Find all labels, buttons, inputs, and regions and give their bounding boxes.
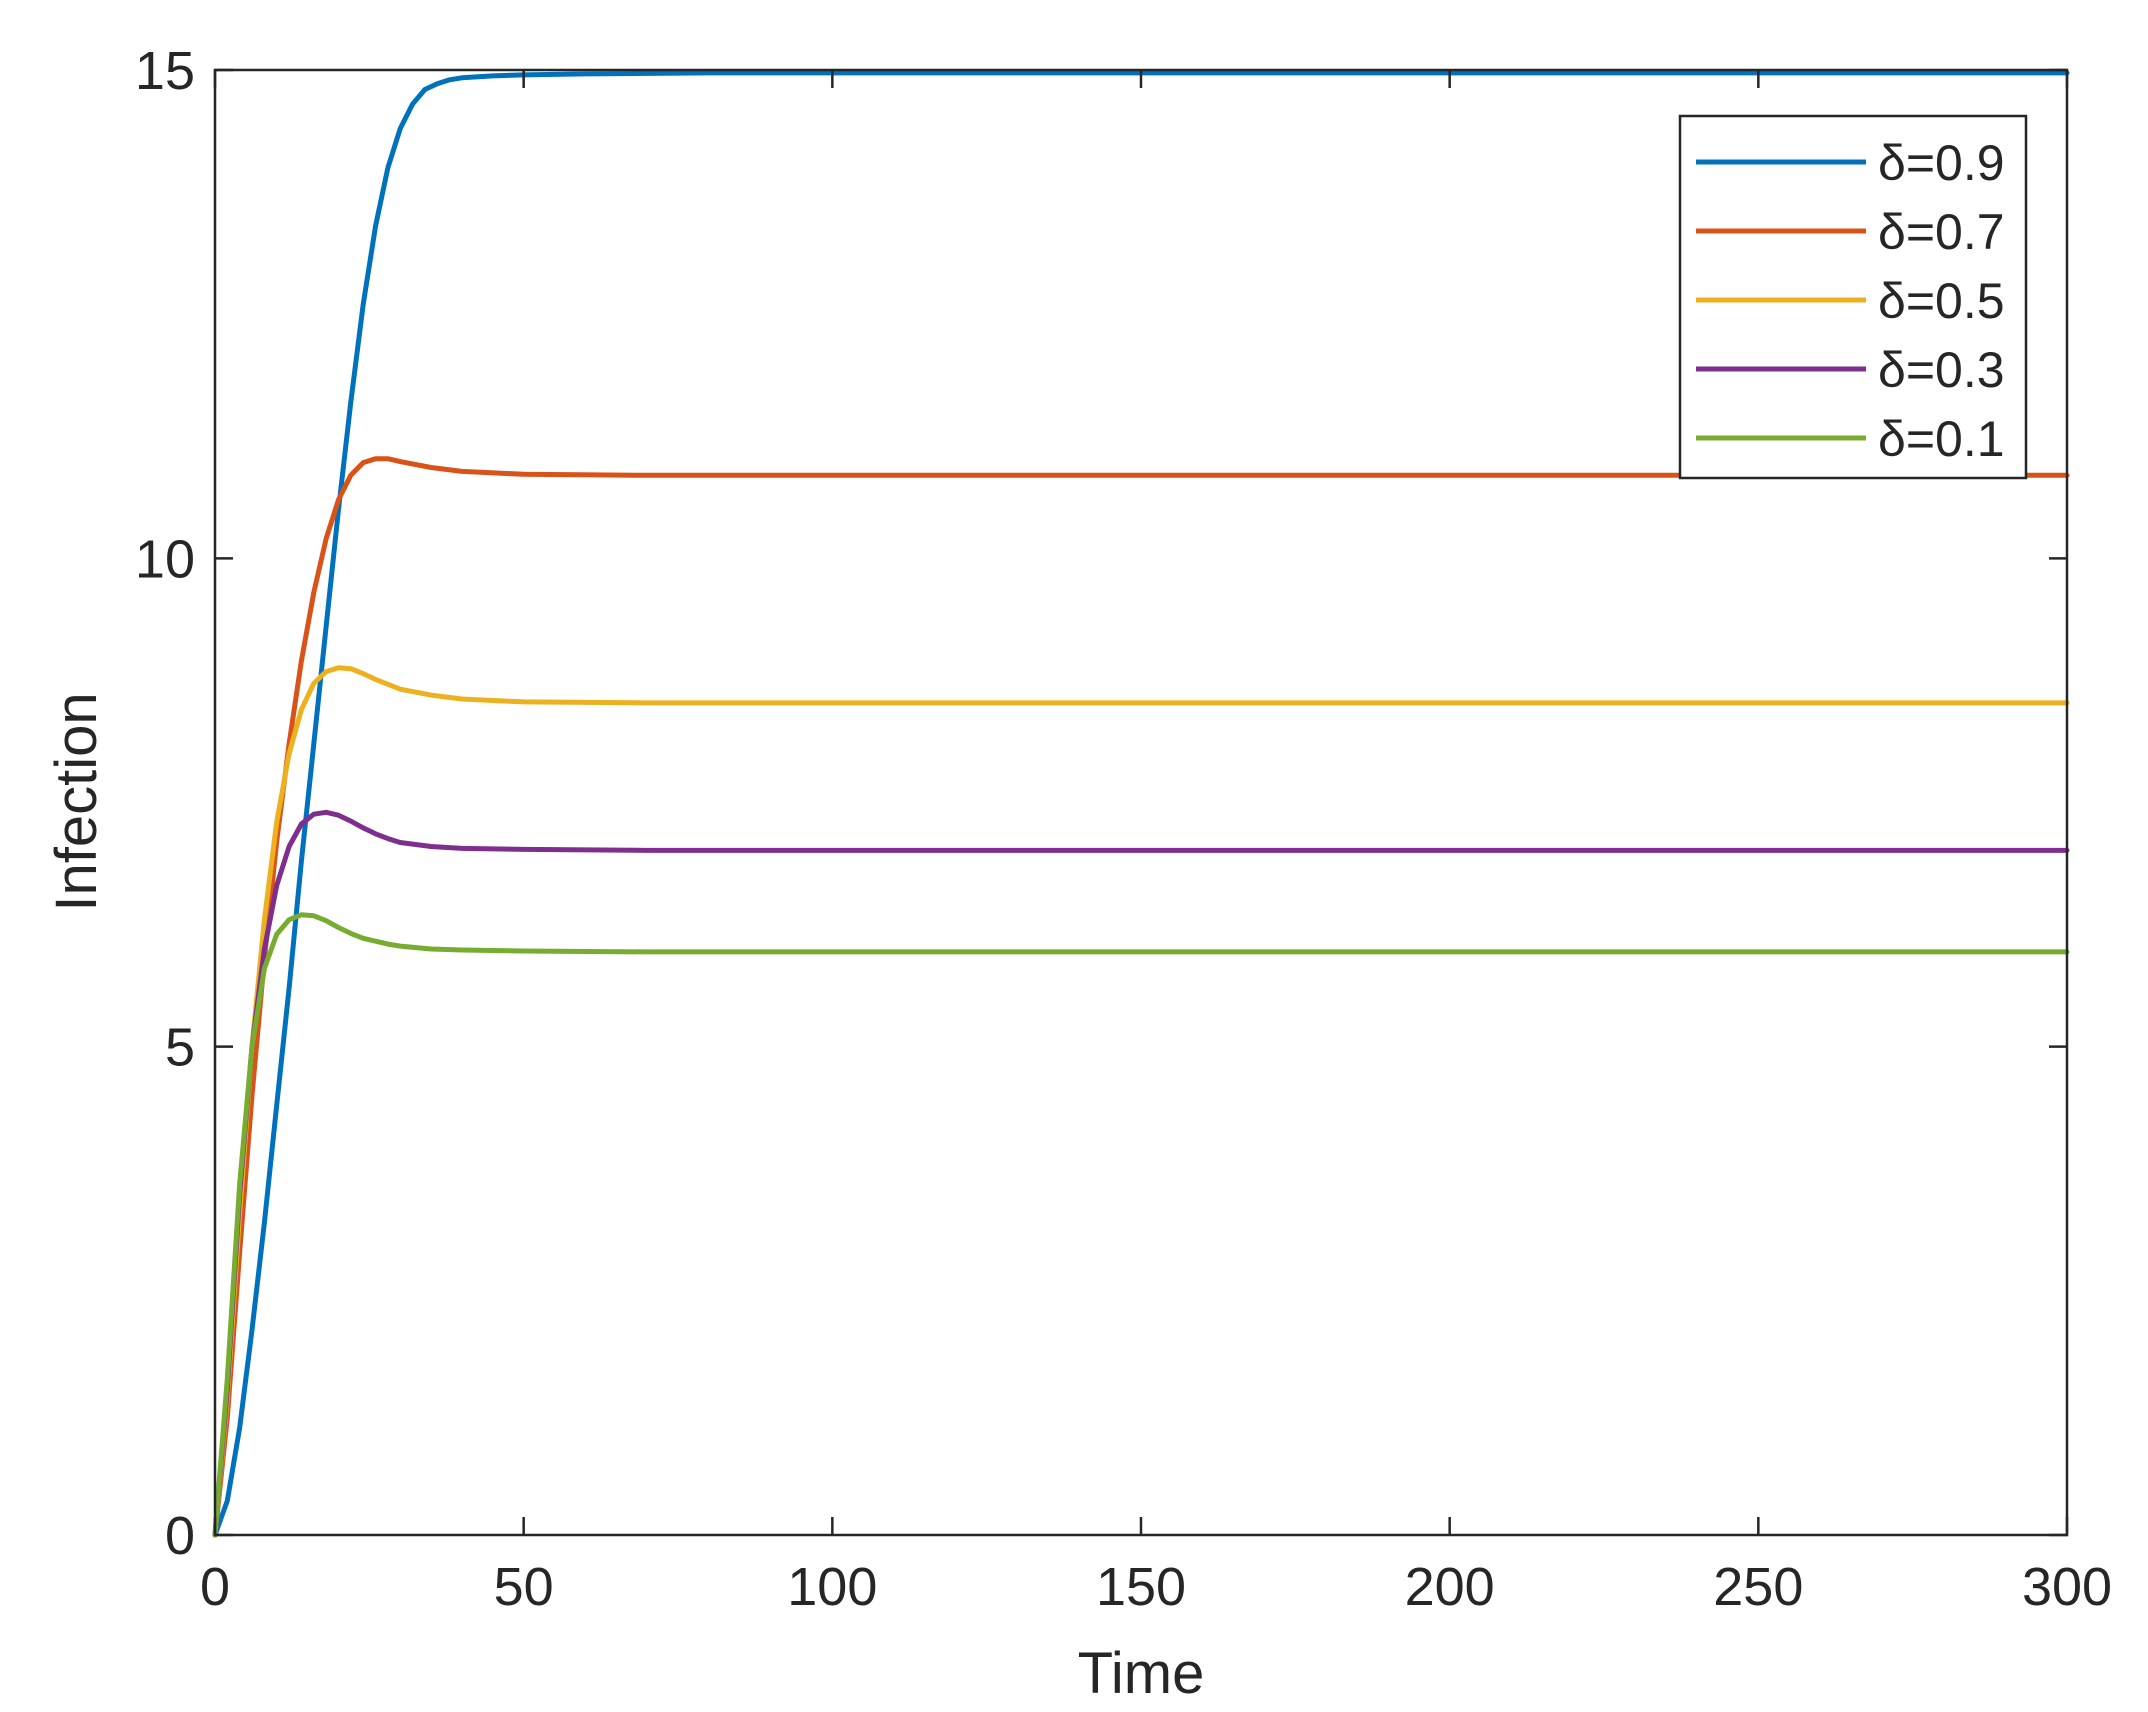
axes-layer: 0 50 100 150 200 250 300 0 5 10 15 xyxy=(135,41,2112,1617)
y-axis-label: Infection xyxy=(44,692,109,911)
legend-label-1: δ=0.7 xyxy=(1878,204,2005,260)
series-line-0 xyxy=(212,70,2070,1538)
legend-label-0: δ=0.9 xyxy=(1878,135,2005,191)
legend-label-4: δ=0.1 xyxy=(1878,411,2005,467)
x-tick-label-2: 100 xyxy=(787,1557,877,1617)
series-line-3 xyxy=(212,809,2070,1538)
x-tick-label-4: 200 xyxy=(1405,1557,1495,1617)
y-tick-label-0: 0 xyxy=(165,1506,195,1566)
legend-label-3: δ=0.3 xyxy=(1878,342,2005,398)
legend-label-2: δ=0.5 xyxy=(1878,273,2005,329)
legend-box xyxy=(1678,114,2028,480)
x-tick-label-3: 150 xyxy=(1096,1557,1186,1617)
x-tick-label-0: 0 xyxy=(200,1557,230,1617)
series-line-4 xyxy=(212,912,2070,1538)
y-tick-label-3: 15 xyxy=(135,41,195,101)
legend: δ=0.9 δ=0.7 δ=0.5 δ=0.3 δ=0.1 xyxy=(1678,114,2028,480)
x-tick-label-6: 300 xyxy=(2022,1557,2112,1617)
series-layer xyxy=(212,70,2070,1538)
x-tick-label-5: 250 xyxy=(1713,1557,1803,1617)
x-axis-label: Time xyxy=(1078,1641,1205,1706)
x-tick-label-1: 50 xyxy=(494,1557,554,1617)
series-line-2 xyxy=(212,665,2070,1538)
y-tick-label-2: 10 xyxy=(135,529,195,589)
y-tick-label-1: 5 xyxy=(165,1018,195,1078)
